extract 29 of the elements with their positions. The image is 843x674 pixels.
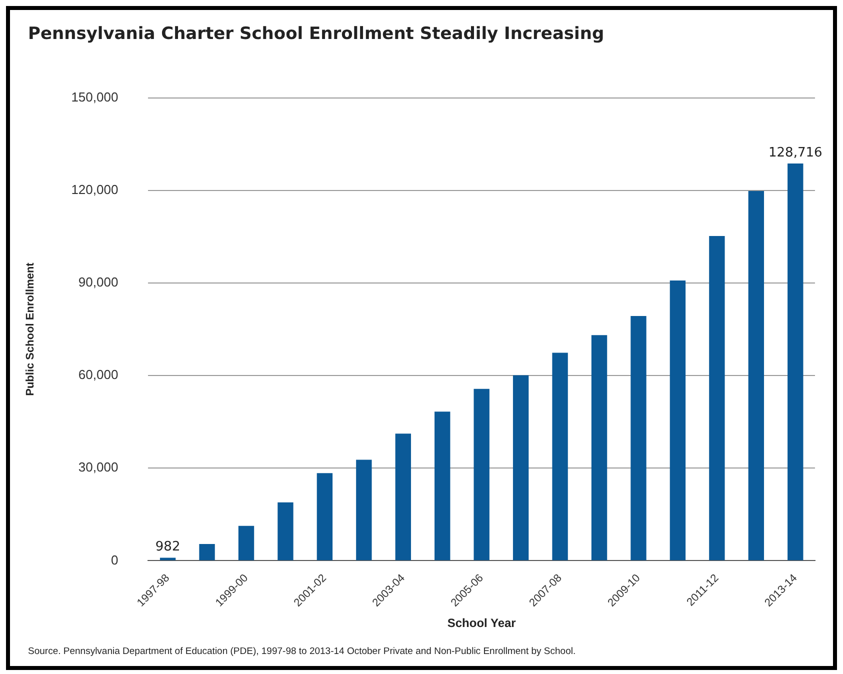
x-axis-title: School Year <box>447 616 516 630</box>
chart-title: Pennsylvania Charter School Enrollment Steadily Increasing <box>28 24 604 44</box>
bar <box>199 544 215 560</box>
bar <box>434 412 450 560</box>
bar <box>748 191 764 560</box>
bar <box>278 502 294 560</box>
bar <box>238 526 254 560</box>
bar <box>630 316 646 560</box>
bar <box>670 280 686 560</box>
bar <box>160 558 176 560</box>
bar <box>395 434 411 560</box>
bar <box>356 460 372 560</box>
y-tick-label: 150,000 <box>71 89 118 104</box>
bar <box>474 388 490 560</box>
source-note: Source. Pennsylvania Department of Education (PDE), 1997-98 to 2013-14 October Private and Non-Public Enrollment by School. <box>28 646 576 657</box>
y-tick-label: 30,000 <box>78 460 118 475</box>
bar <box>591 335 608 560</box>
y-tick-label: 120,000 <box>71 182 118 197</box>
data-label: 982 <box>155 540 180 555</box>
y-tick-label: 90,000 <box>78 274 118 290</box>
bar <box>709 236 725 560</box>
bar <box>788 163 804 560</box>
y-tick-label: 60,000 <box>78 367 118 382</box>
bar <box>552 352 568 560</box>
data-label: 128,716 <box>768 145 822 160</box>
bar <box>316 473 333 560</box>
y-tick-label: 0 <box>110 552 118 568</box>
bar <box>512 375 529 560</box>
y-axis-title: Public School Enrollment <box>24 262 37 396</box>
